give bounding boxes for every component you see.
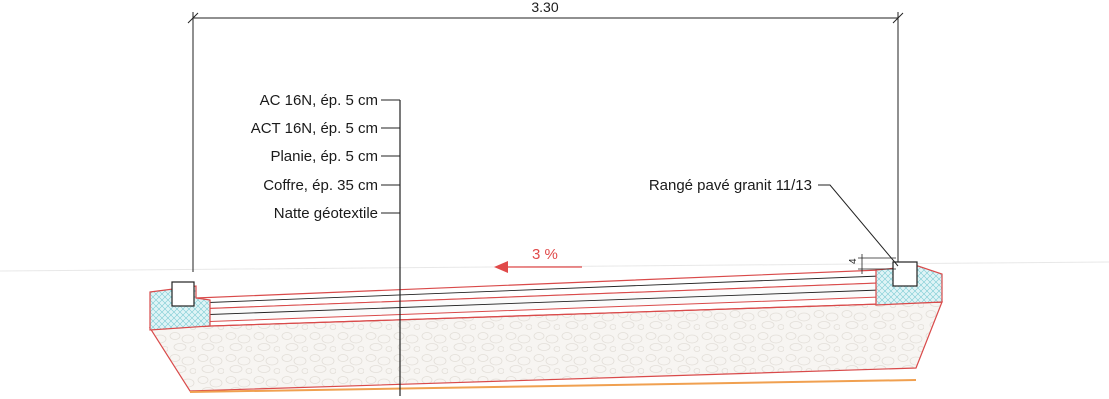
slope-label: 3 % — [532, 246, 558, 263]
layer-label-act16n: ACT 16N, ép. 5 cm — [251, 120, 378, 137]
layer-label-ac16n: AC 16N, ép. 5 cm — [260, 92, 378, 109]
left-granite-paver — [171, 281, 195, 307]
width-dimension — [187, 12, 904, 272]
width-dimension-label: 3.30 — [531, 0, 558, 15]
geotextile-line — [189, 379, 917, 393]
paver-offset-dimension — [858, 254, 896, 274]
left-concrete-bed — [149, 285, 211, 331]
edge-paver-label: Rangé pavé granit 11/13 — [649, 177, 812, 194]
slope-arrow — [494, 261, 582, 273]
layer-label-coffre: Coffre, ép. 35 cm — [263, 177, 378, 194]
layer-label-natte: Natte géotextile — [274, 205, 378, 222]
paver-offset-label: 4 — [848, 258, 859, 264]
edge-paver-leader — [818, 184, 899, 267]
layer-label-planie: Planie, ép. 5 cm — [270, 148, 378, 165]
layer-label-ticks — [381, 99, 400, 214]
right-granite-paver — [892, 261, 918, 287]
